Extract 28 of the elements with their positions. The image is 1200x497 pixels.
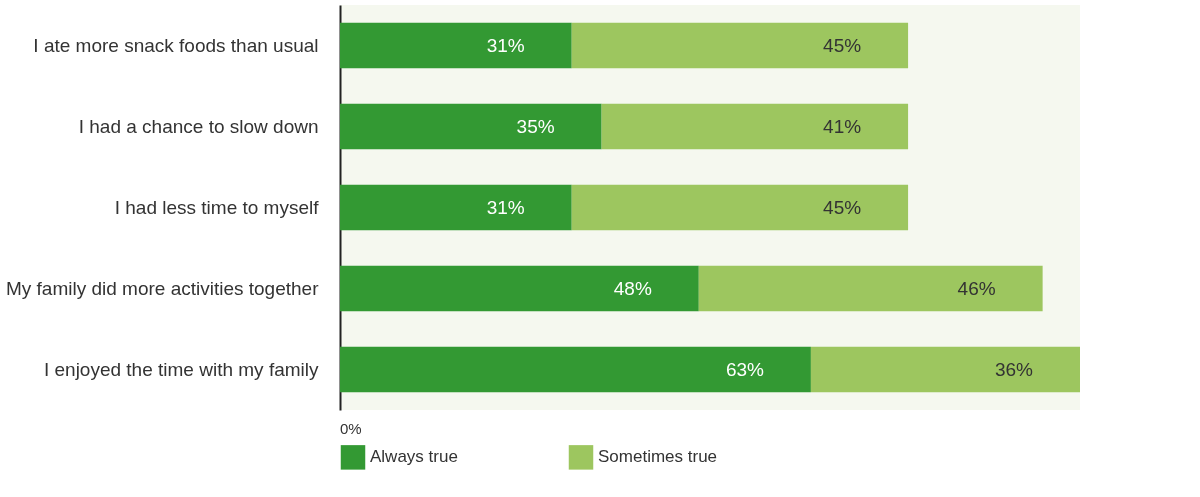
data-label: 31%	[486, 34, 525, 56]
data-label: 35%	[516, 115, 555, 137]
bar	[698, 265, 1043, 312]
legend-label: Sometimes true	[598, 447, 718, 467]
data-label: 45%	[823, 34, 862, 56]
data-label: 63%	[725, 358, 765, 380]
bar	[571, 184, 909, 231]
bar	[340, 184, 572, 231]
y-tick-label: My family did more activities together	[5, 277, 320, 299]
bar	[340, 22, 572, 69]
data-label: 31%	[486, 196, 525, 218]
data-label: 46%	[957, 277, 996, 299]
bar	[340, 346, 811, 393]
bar	[340, 265, 699, 312]
bar	[810, 346, 1080, 393]
data-label: 48%	[613, 277, 652, 299]
legend-label: Always true	[370, 447, 458, 467]
data-label: 45%	[823, 196, 862, 218]
bar	[340, 103, 602, 150]
y-tick-label: I enjoyed the time with my family	[43, 358, 319, 380]
y-tick-label: I had a chance to slow down	[78, 115, 319, 137]
bar	[571, 22, 909, 69]
text: 0%	[340, 420, 362, 437]
bar	[601, 103, 909, 150]
data-label: 41%	[823, 115, 862, 137]
y-tick-label: I ate more snack foods than usual	[33, 34, 319, 56]
y-tick-label: I had less time to myself	[114, 196, 320, 218]
data-label: 36%	[994, 358, 1034, 380]
